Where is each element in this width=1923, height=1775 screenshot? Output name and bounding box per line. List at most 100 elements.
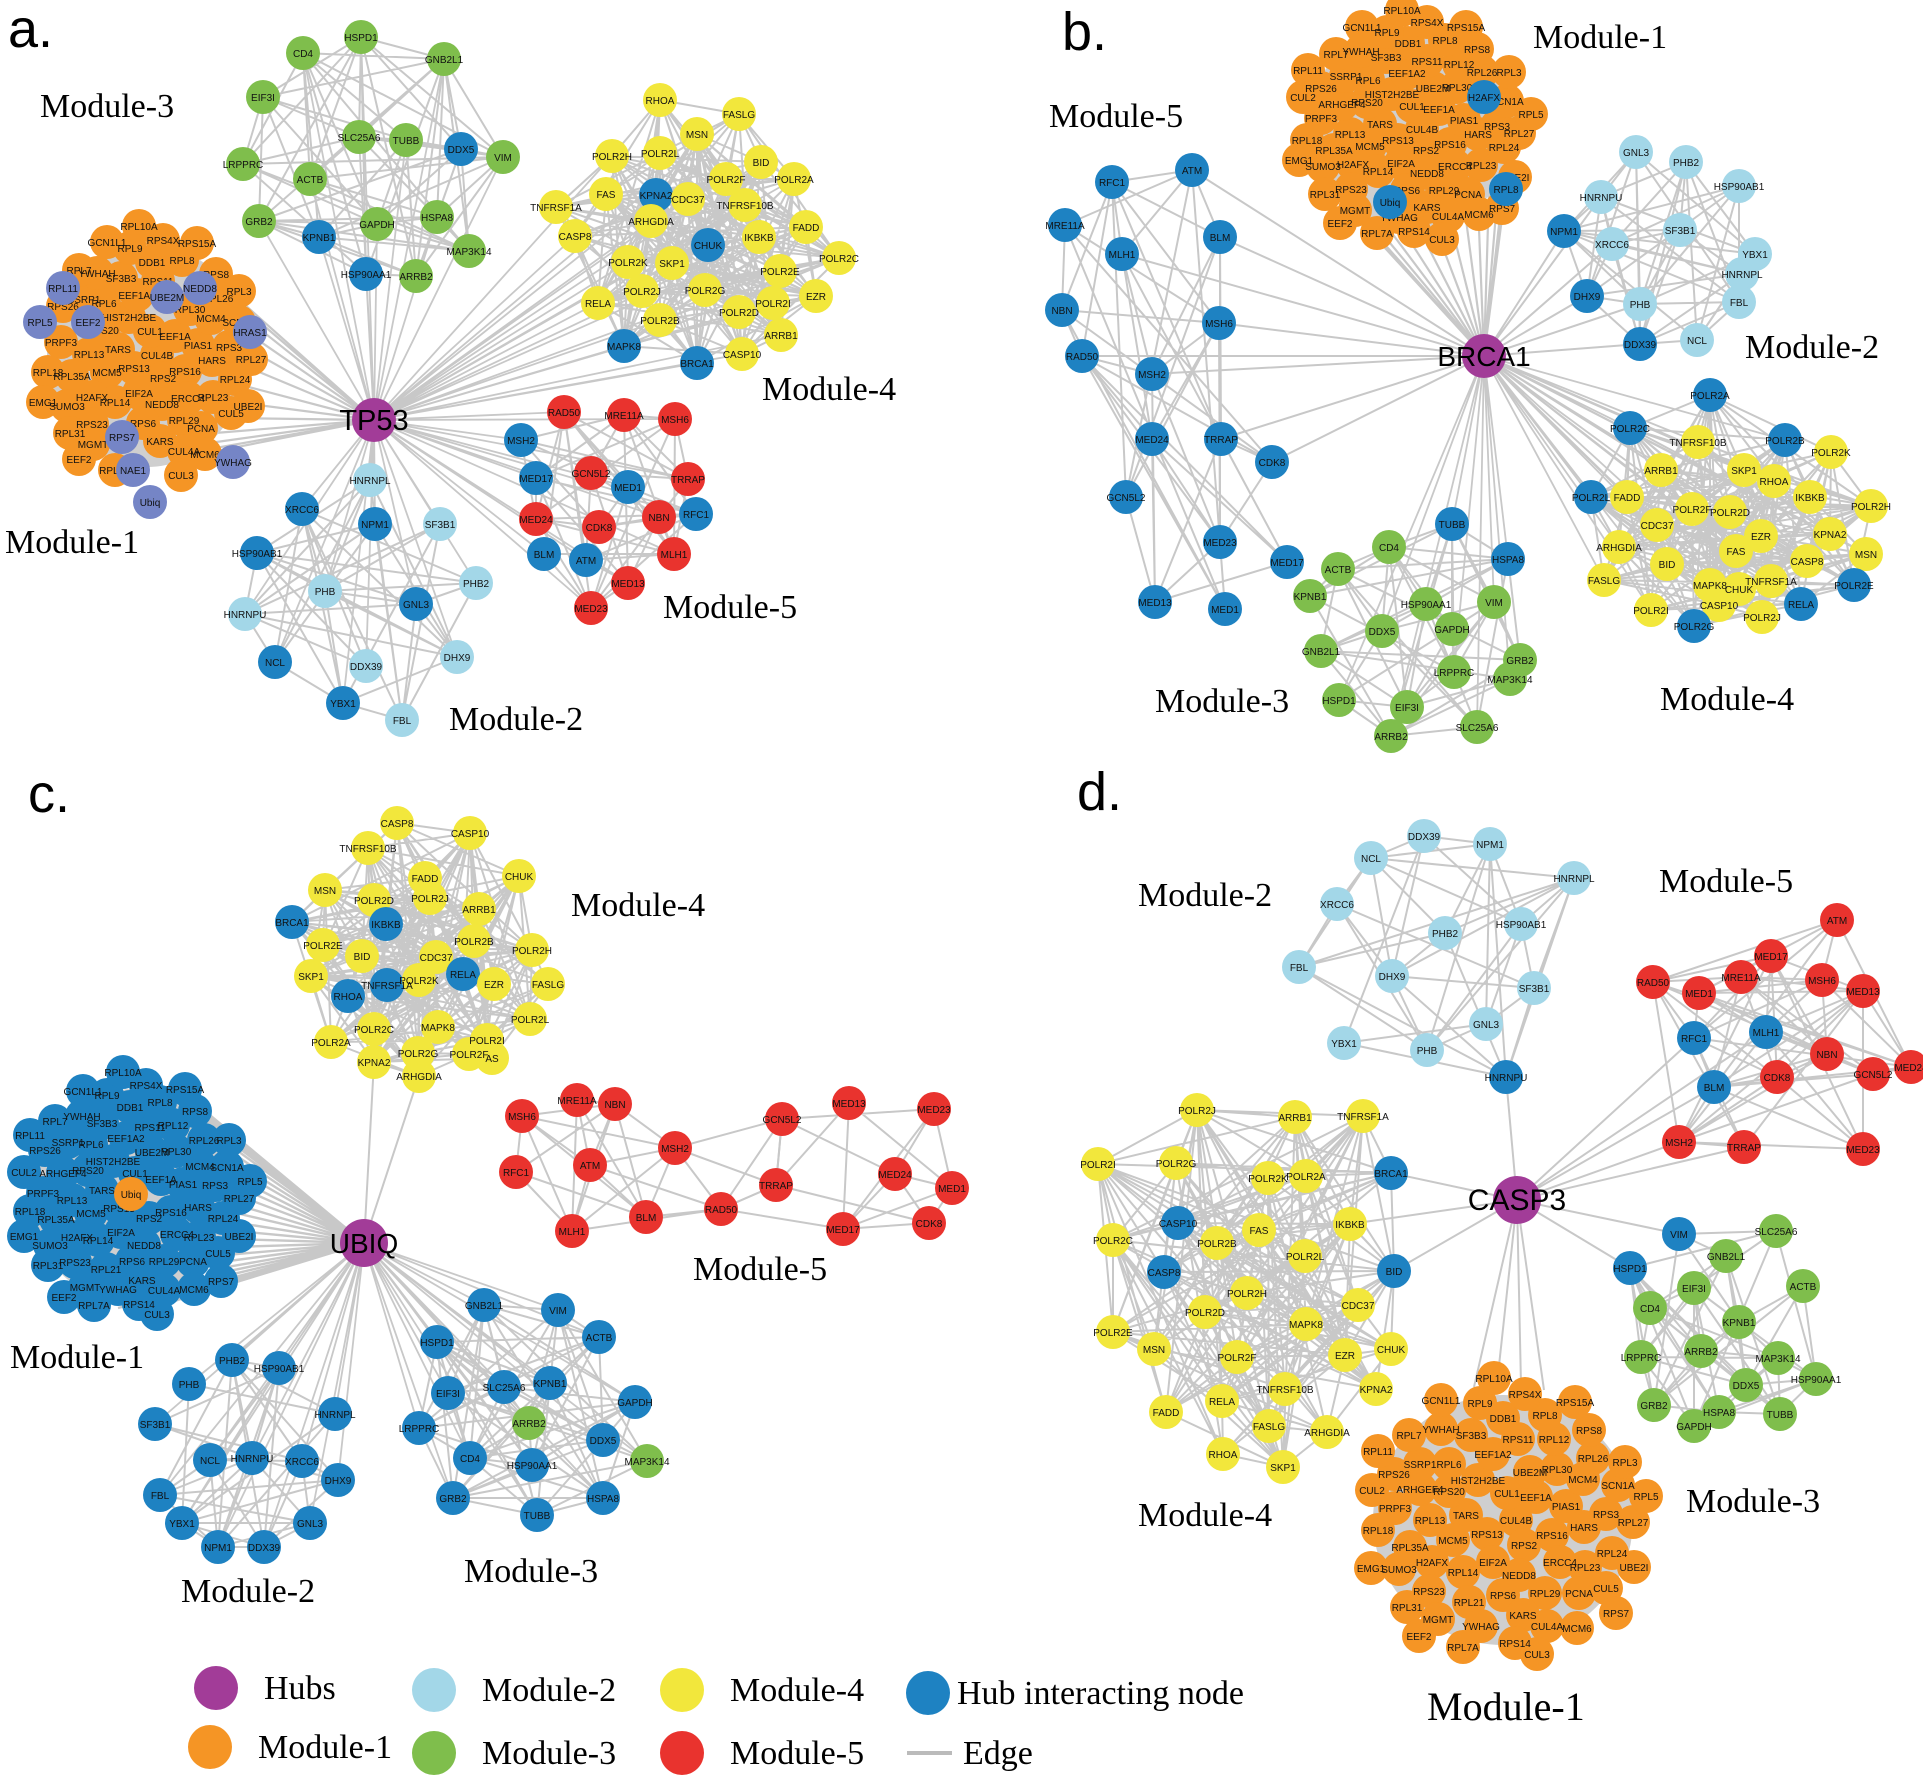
svg-text:RPL30: RPL30 bbox=[161, 1147, 192, 1158]
svg-text:EIF3I: EIF3I bbox=[1395, 703, 1419, 714]
svg-text:FASLG: FASLG bbox=[1588, 576, 1620, 587]
svg-text:RPS26: RPS26 bbox=[29, 1146, 61, 1157]
svg-text:KPNB1: KPNB1 bbox=[534, 1379, 567, 1390]
svg-text:RPL8: RPL8 bbox=[147, 1098, 172, 1109]
svg-text:MSN: MSN bbox=[1143, 1345, 1165, 1356]
svg-text:RPS26: RPS26 bbox=[1378, 1470, 1410, 1481]
svg-text:MED1: MED1 bbox=[938, 1184, 966, 1195]
svg-text:HSPA8: HSPA8 bbox=[587, 1494, 619, 1505]
svg-text:H2AFX: H2AFX bbox=[1468, 93, 1501, 104]
svg-text:YWHAG: YWHAG bbox=[214, 458, 252, 469]
svg-text:MED13: MED13 bbox=[611, 579, 645, 590]
svg-text:NAE1: NAE1 bbox=[120, 466, 147, 477]
svg-text:RPS8: RPS8 bbox=[203, 270, 230, 281]
svg-text:DDB1: DDB1 bbox=[117, 1103, 144, 1114]
svg-text:BRCA1: BRCA1 bbox=[275, 918, 309, 929]
svg-text:YWHAH: YWHAH bbox=[1342, 47, 1379, 58]
svg-text:MAPK8: MAPK8 bbox=[421, 1023, 455, 1034]
svg-text:GNB2L1: GNB2L1 bbox=[1302, 647, 1341, 658]
svg-text:Edge: Edge bbox=[963, 1735, 1033, 1772]
svg-text:BRCA1: BRCA1 bbox=[1437, 341, 1530, 372]
svg-text:KPNB1: KPNB1 bbox=[1723, 1318, 1756, 1329]
svg-text:RFC1: RFC1 bbox=[683, 510, 710, 521]
svg-text:POLR2K: POLR2K bbox=[608, 258, 648, 269]
svg-text:RPS20: RPS20 bbox=[1433, 1487, 1465, 1498]
svg-text:FBL: FBL bbox=[1290, 963, 1309, 974]
svg-text:NPM1: NPM1 bbox=[361, 520, 389, 531]
svg-text:GRB2: GRB2 bbox=[1506, 656, 1534, 667]
svg-text:RPS7: RPS7 bbox=[1603, 1609, 1630, 1620]
svg-text:IKBKB: IKBKB bbox=[744, 233, 774, 244]
svg-text:SUMO3: SUMO3 bbox=[1381, 1565, 1417, 1576]
svg-text:PCNA: PCNA bbox=[1454, 190, 1482, 201]
svg-text:GAPDH: GAPDH bbox=[617, 1398, 653, 1409]
svg-text:CUL1: CUL1 bbox=[122, 1169, 148, 1180]
svg-text:RPL14: RPL14 bbox=[83, 1236, 114, 1247]
svg-text:SF3B3: SF3B3 bbox=[1456, 1431, 1487, 1442]
svg-text:RPS3: RPS3 bbox=[1593, 1510, 1620, 1521]
svg-text:RPL23: RPL23 bbox=[198, 393, 229, 404]
svg-text:RPS13: RPS13 bbox=[103, 1204, 135, 1215]
svg-text:RPS11: RPS11 bbox=[1503, 1435, 1534, 1446]
svg-text:NCL: NCL bbox=[1361, 854, 1381, 865]
svg-text:MCM4: MCM4 bbox=[185, 1162, 215, 1173]
svg-text:Ubiq: Ubiq bbox=[1380, 198, 1401, 209]
svg-text:MAPK8: MAPK8 bbox=[607, 342, 641, 353]
svg-text:SSRP1: SSRP1 bbox=[1404, 1460, 1437, 1471]
svg-text:NEDD8: NEDD8 bbox=[145, 400, 179, 411]
svg-text:RPS4X: RPS4X bbox=[1411, 18, 1444, 29]
svg-text:POLR2K: POLR2K bbox=[1248, 1174, 1288, 1185]
svg-text:RPL9: RPL9 bbox=[1467, 1399, 1492, 1410]
svg-text:POLR2E: POLR2E bbox=[303, 941, 343, 952]
svg-text:RPL31: RPL31 bbox=[55, 429, 86, 440]
svg-text:CHUK: CHUK bbox=[1725, 585, 1754, 596]
svg-text:NBN: NBN bbox=[1051, 306, 1072, 317]
svg-text:PCNA: PCNA bbox=[1565, 1589, 1593, 1600]
svg-text:BRCA1: BRCA1 bbox=[1374, 1169, 1408, 1180]
svg-text:ARRB1: ARRB1 bbox=[764, 331, 798, 342]
svg-text:Module-4: Module-4 bbox=[730, 1672, 864, 1709]
svg-text:RPS16: RPS16 bbox=[1434, 140, 1466, 151]
svg-text:NCL: NCL bbox=[200, 1456, 220, 1467]
svg-text:Module-4: Module-4 bbox=[1138, 1497, 1272, 1534]
svg-text:KARS: KARS bbox=[1509, 1611, 1537, 1622]
svg-text:YBX1: YBX1 bbox=[1742, 250, 1768, 261]
svg-text:MGMT: MGMT bbox=[1340, 206, 1371, 217]
svg-text:FADD: FADD bbox=[793, 223, 820, 234]
svg-text:HIST2H2BE: HIST2H2BE bbox=[1365, 90, 1420, 101]
svg-text:MRE11A: MRE11A bbox=[557, 1096, 597, 1107]
svg-text:POLR2L: POLR2L bbox=[641, 149, 680, 160]
svg-text:RPS15A: RPS15A bbox=[1556, 1398, 1595, 1409]
svg-text:RPL35A: RPL35A bbox=[1315, 146, 1353, 157]
svg-text:HARS: HARS bbox=[1570, 1523, 1598, 1534]
svg-text:ARHGEF4: ARHGEF4 bbox=[1396, 1485, 1444, 1496]
svg-text:CDK8: CDK8 bbox=[1764, 1073, 1791, 1084]
svg-text:RPL3: RPL3 bbox=[216, 1136, 241, 1147]
svg-text:CUL4A: CUL4A bbox=[148, 1286, 181, 1297]
svg-text:RPL5: RPL5 bbox=[237, 1177, 262, 1188]
svg-text:EZR: EZR bbox=[1751, 532, 1771, 543]
svg-text:ERCC4: ERCC4 bbox=[160, 1230, 194, 1241]
svg-text:SUMO3: SUMO3 bbox=[32, 1241, 68, 1252]
svg-text:TUBB: TUBB bbox=[393, 136, 420, 147]
svg-text:PRPF3: PRPF3 bbox=[27, 1189, 60, 1200]
svg-text:CUL4B: CUL4B bbox=[1406, 125, 1439, 136]
svg-text:CUL1: CUL1 bbox=[1494, 1489, 1520, 1500]
svg-text:RPS2: RPS2 bbox=[1511, 1541, 1538, 1552]
svg-text:MCM6: MCM6 bbox=[1464, 210, 1494, 221]
svg-text:TUBB: TUBB bbox=[1439, 520, 1466, 531]
svg-text:BLM: BLM bbox=[534, 550, 555, 561]
svg-text:POLR2L: POLR2L bbox=[1286, 1252, 1325, 1263]
svg-text:POLR2D: POLR2D bbox=[354, 896, 394, 907]
svg-text:CD4: CD4 bbox=[1640, 1304, 1660, 1315]
svg-text:SF3B3: SF3B3 bbox=[87, 1119, 118, 1130]
svg-text:FADD: FADD bbox=[1614, 493, 1641, 504]
svg-text:CASP8: CASP8 bbox=[1148, 1268, 1181, 1279]
svg-text:GNB2L1: GNB2L1 bbox=[465, 1301, 504, 1312]
svg-text:CUL5: CUL5 bbox=[205, 1249, 231, 1260]
svg-text:POLR2L: POLR2L bbox=[511, 1015, 550, 1026]
svg-text:EIF2A: EIF2A bbox=[1387, 159, 1415, 170]
svg-text:GCN5L2: GCN5L2 bbox=[1854, 1070, 1893, 1081]
svg-text:Module-1: Module-1 bbox=[5, 524, 139, 561]
svg-text:LRPPRC: LRPPRC bbox=[399, 1424, 440, 1435]
